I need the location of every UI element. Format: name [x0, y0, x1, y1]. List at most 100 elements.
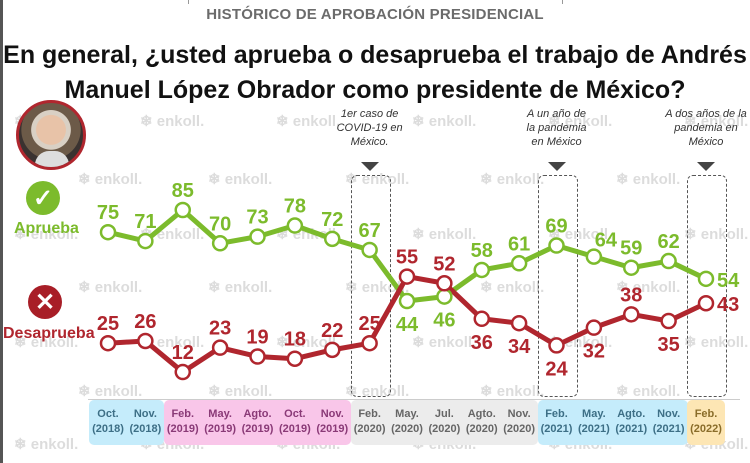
- watermark-text: ❄ enkoll.: [548, 113, 613, 130]
- x-axis-tick-label: May. (2019): [201, 407, 239, 437]
- tick-month: Agto.: [243, 408, 272, 420]
- approve-data-label: 67: [359, 220, 381, 242]
- annotation-line: A un año de: [527, 108, 586, 120]
- tick-year: (2020): [465, 423, 498, 435]
- watermark-text: ❄ enkoll.: [684, 113, 749, 130]
- approve-data-label: 64: [595, 230, 618, 252]
- watermark-text: ❄ enkoll.: [345, 383, 410, 400]
- disapprove-data-label: 52: [433, 253, 455, 275]
- tick-month: Feb.: [358, 408, 381, 420]
- disapprove-data-label: 34: [508, 336, 531, 358]
- watermark-text: ❄ enkoll.: [548, 226, 613, 243]
- approve-data-label: 70: [209, 213, 231, 235]
- x-axis-tick-label: Oct. (2018): [89, 407, 127, 437]
- annotation-highlight-box: [537, 175, 578, 397]
- watermark-text: ❄ enkoll.: [616, 171, 681, 188]
- approve-data-label: 69: [545, 216, 567, 238]
- chart-subtitle: HISTÓRICO DE APROBACIÓN PRESIDENCIAL: [206, 6, 544, 23]
- disapprove-data-point: [398, 268, 416, 285]
- watermark-text: ❄ enkoll.: [140, 113, 205, 130]
- president-avatar: [16, 100, 86, 170]
- tick-month: Nov.: [320, 408, 344, 420]
- disapprove-data-point: [436, 275, 453, 292]
- disapprove-data-label: 55: [396, 247, 418, 269]
- tick-year: (2020): [428, 423, 461, 435]
- x-axis-period-band: [163, 400, 352, 445]
- legend-approve-label: Aprueba: [14, 220, 79, 237]
- tick-year: (2019): [204, 423, 237, 435]
- approve-data-point: [510, 255, 528, 272]
- disapprove-data-label: 32: [583, 341, 605, 363]
- x-axis-tick-label: Feb. (2020): [351, 407, 389, 437]
- tick-year: (2020): [353, 423, 386, 435]
- approve-data-label: 61: [508, 233, 530, 255]
- tick-year: (2018): [92, 423, 124, 435]
- watermark-text: ❄ enkoll.: [480, 383, 545, 400]
- annotation-text: 1er caso de COVID-19 en México.: [315, 107, 425, 149]
- watermark-text: ❄ enkoll.: [616, 279, 681, 296]
- disapprove-data-point: [473, 310, 490, 328]
- x-axis-tick-label: Agto. (2021): [612, 407, 650, 437]
- approve-data-label: 54: [717, 270, 740, 292]
- x-axis-tick-label: Agto. (2019): [239, 407, 277, 437]
- x-axis-tick-label: May. (2020): [388, 407, 426, 437]
- x-axis-tick-label: Feb. (2019): [164, 407, 202, 437]
- approve-data-point: [660, 252, 677, 270]
- approve-data-label: 59: [620, 238, 642, 260]
- annotation-line: COVID-19 en: [336, 122, 403, 134]
- disapprove-data-label: 38: [620, 284, 642, 306]
- disapprove-data-label: 18: [284, 329, 306, 351]
- x-axis-tick-label: Feb. (2021): [538, 407, 576, 437]
- tick-month: Feb.: [171, 408, 195, 420]
- x-axis-tick-label: Nov. (2021): [650, 407, 688, 437]
- annotation-line: la pandemia: [526, 122, 587, 134]
- watermark-text: ❄ enkoll.: [412, 226, 477, 243]
- x-axis-tick-label: Nov. (2020): [500, 407, 538, 437]
- tick-year: (2021): [652, 423, 685, 435]
- top-tick: [188, 0, 189, 4]
- disapprove-data-point: [585, 319, 603, 336]
- watermark-text: ❄ enkoll.: [78, 171, 143, 188]
- disapprove-data-label: 25: [359, 313, 381, 335]
- tick-month: Feb.: [694, 408, 718, 420]
- tick-month: Nov.: [133, 408, 157, 420]
- watermark-text: ❄ enkoll.: [480, 279, 545, 296]
- disapprove-data-point: [99, 334, 117, 352]
- tick-month: Jul.: [434, 408, 454, 420]
- tick-month: Feb.: [545, 408, 568, 420]
- approve-data-label: 62: [658, 231, 680, 253]
- disapprove-data-label: 12: [172, 342, 194, 364]
- watermark-text: ❄ enkoll.: [480, 171, 545, 188]
- tick-year: (2019): [316, 423, 349, 435]
- x-axis-period-band: [350, 400, 539, 445]
- disapprove-data-label: 25: [97, 313, 119, 335]
- tick-year: (2020): [503, 423, 536, 435]
- annotation-highlight-box: [350, 175, 391, 397]
- annotation-text: A dos años de la pandemia en México: [651, 107, 750, 149]
- disapprove-data-label: 36: [471, 332, 493, 354]
- x-icon: ✕: [28, 285, 62, 319]
- disapprove-data-point: [548, 337, 565, 354]
- watermark-text: ❄ enkoll.: [208, 279, 273, 296]
- annotation-line: 1er caso de: [340, 108, 399, 120]
- title-line-2: Manuel López Obrador como presidente de …: [64, 76, 686, 104]
- tick-month: Oct.: [97, 408, 119, 420]
- annotation-highlight-box: [687, 175, 727, 397]
- check-icon: ✓: [26, 181, 60, 215]
- tick-month: Agto.: [467, 408, 496, 420]
- annotation-arrow-icon: [697, 162, 715, 171]
- disapprove-data-point: [174, 363, 191, 381]
- tick-year: (2020): [391, 423, 423, 435]
- disapprove-data-label: 43: [717, 294, 739, 316]
- tick-year: (2019): [166, 423, 199, 435]
- tick-month: May.: [395, 408, 419, 420]
- disapprove-data-label: 19: [246, 327, 268, 349]
- approve-data-label: 75: [97, 202, 119, 224]
- tick-month: May.: [582, 408, 606, 420]
- disapprove-data-point: [137, 332, 154, 350]
- tick-year: (2022): [690, 423, 722, 435]
- disapprove-data-label: 23: [209, 318, 231, 340]
- tick-year: (2018): [129, 423, 162, 435]
- disapprove-data-point: [697, 294, 715, 312]
